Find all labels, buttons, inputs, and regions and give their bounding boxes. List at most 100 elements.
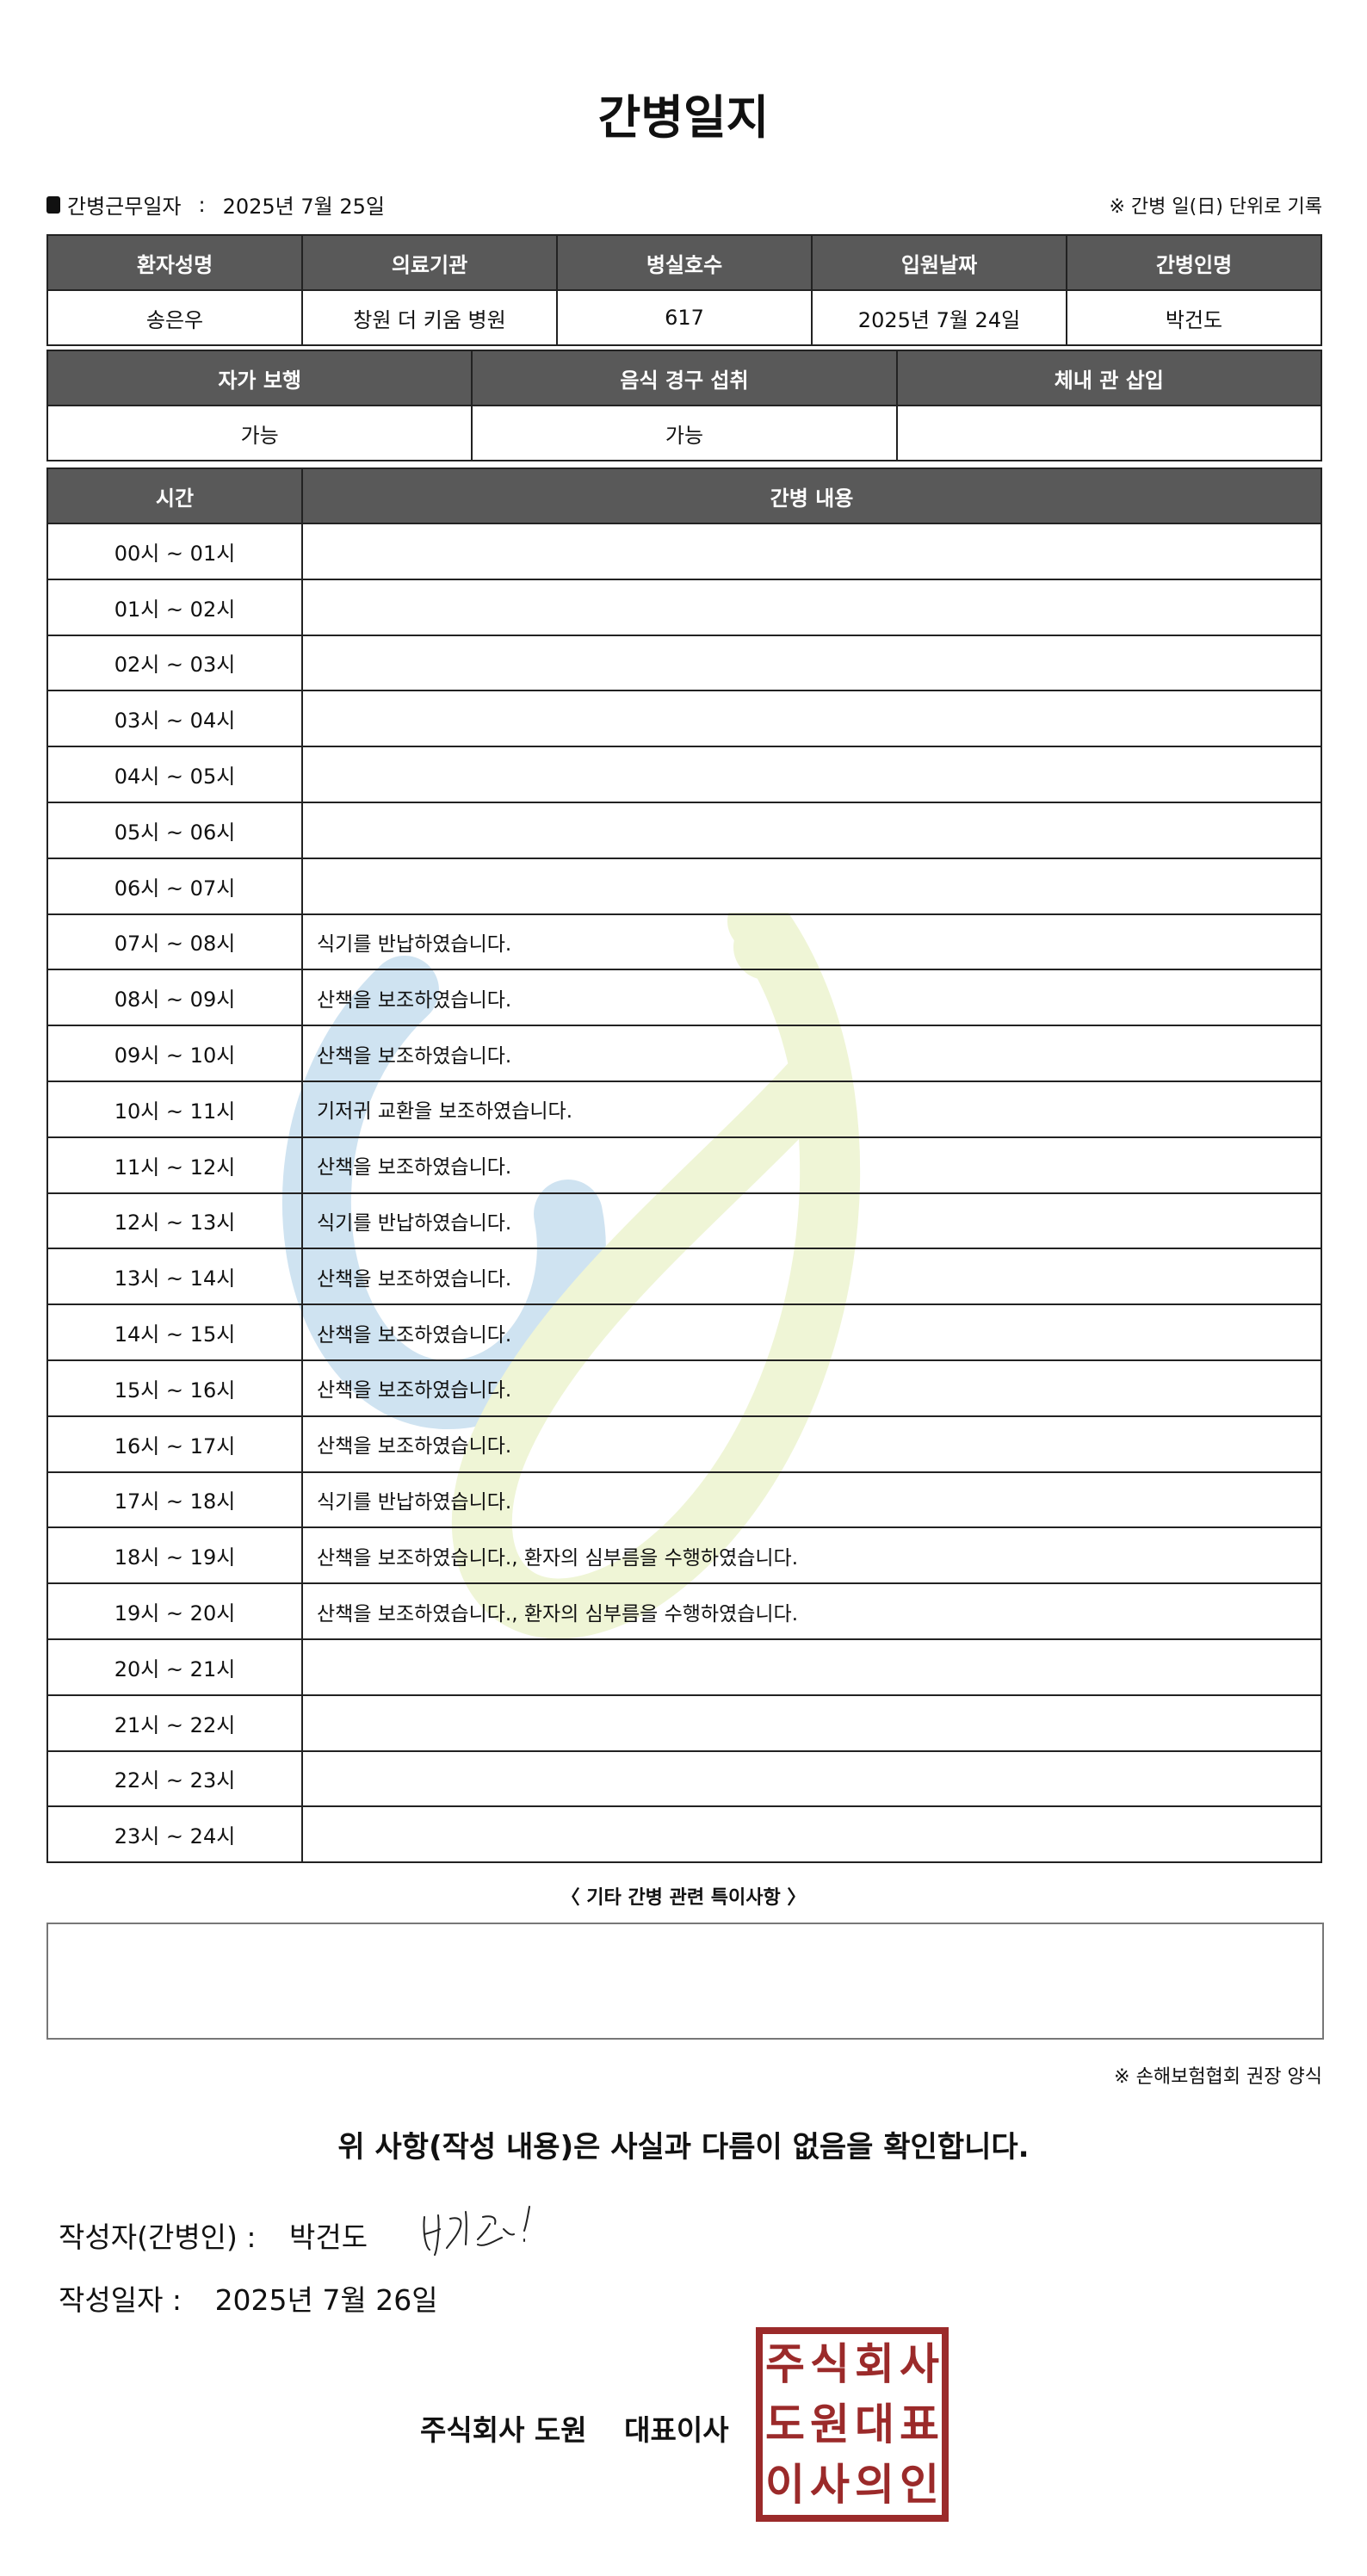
content-cell	[301, 690, 1322, 748]
table-row: 05시 ~ 06시	[46, 801, 1322, 859]
association-note: ※ 손해보험협회 권장 양식	[1114, 2066, 1322, 2088]
stamp-character: 식	[810, 2339, 850, 2389]
time-cell: 10시 ~ 11시	[46, 1080, 303, 1138]
written-date-value: 2025년 7월 26일	[214, 2283, 438, 2317]
notes-box	[46, 1923, 1324, 2040]
content-cell: 산책을 보조하였습니다.	[301, 1136, 1322, 1194]
time-cell: 01시 ~ 02시	[46, 578, 303, 636]
content-cell: 식기를 반납하였습니다.	[301, 1471, 1322, 1529]
table-row: 20시 ~ 21시	[46, 1638, 1322, 1696]
bullet-icon	[46, 195, 60, 214]
content-cell	[301, 1694, 1322, 1752]
time-cell: 09시 ~ 10시	[46, 1025, 303, 1082]
table-row: 18시 ~ 19시 산책을 보조하였습니다., 환자의 심부름을 수행하였습니다.	[46, 1526, 1322, 1585]
content-cell: 산책을 보조하였습니다.	[301, 969, 1322, 1027]
time-cell: 20시 ~ 21시	[46, 1638, 303, 1696]
time-cell: 04시 ~ 05시	[46, 746, 303, 803]
company-name: 주식회사 도원	[420, 2413, 587, 2447]
content-cell: 산책을 보조하였습니다., 환자의 심부름을 수행하였습니다.	[301, 1526, 1322, 1585]
work-date-separator: :	[198, 192, 206, 217]
time-cell: 02시 ~ 03시	[46, 634, 303, 692]
content-cell: 산책을 보조하였습니다.	[301, 1025, 1322, 1082]
stamp-character: 도	[765, 2400, 805, 2449]
admission-date: 2025년 7월 24일	[811, 289, 1067, 346]
time-cell: 13시 ~ 14시	[46, 1248, 303, 1306]
stamp-character: 표	[900, 2400, 939, 2449]
caregiver-name: 박건도	[1066, 289, 1322, 346]
page-title: 간병일지	[597, 90, 770, 145]
work-date: 간병근무일자 : 2025년 7월 25일	[46, 189, 385, 220]
work-date-value: 2025년 7월 25일	[222, 195, 385, 219]
time-cell: 03시 ~ 04시	[46, 690, 303, 748]
table-row: 21시 ~ 22시	[46, 1694, 1322, 1752]
stamp-character: 인	[900, 2460, 939, 2510]
walking-status: 가능	[46, 405, 473, 461]
header-admission-date: 입원날짜	[811, 234, 1067, 291]
header-patient-name: 환자성명	[46, 234, 303, 291]
table-row: 15시 ~ 16시 산책을 보조하였습니다.	[46, 1359, 1322, 1417]
content-cell: 산책을 보조하였습니다.	[301, 1359, 1322, 1417]
content-cell	[301, 1805, 1322, 1864]
stamp-character: 사	[900, 2339, 939, 2389]
signature-image	[423, 2206, 530, 2256]
content-cell	[301, 746, 1322, 803]
table-row: 01시 ~ 02시	[46, 578, 1322, 636]
header-oral-intake: 음식 경구 섭취	[471, 350, 898, 406]
oral-intake-status: 가능	[471, 405, 898, 461]
content-cell: 식기를 반납하였습니다.	[301, 1192, 1322, 1250]
table-row: 19시 ~ 20시 산책을 보조하였습니다., 환자의 심부름을 수행하였습니다.	[46, 1582, 1322, 1640]
table-row: 07시 ~ 08시 식기를 반납하였습니다.	[46, 913, 1322, 971]
care-log-table: 시간 간병 내용 00시 ~ 01시 01시 ~ 02시 02시 ~ 03시 03시 …	[46, 468, 1322, 1864]
content-cell	[301, 578, 1322, 636]
time-cell: 05시 ~ 06시	[46, 801, 303, 859]
time-cell: 14시 ~ 15시	[46, 1303, 303, 1361]
content-cell	[301, 523, 1322, 580]
time-cell: 07시 ~ 08시	[46, 913, 303, 971]
time-cell: 00시 ~ 01시	[46, 523, 303, 580]
table-row: 11시 ~ 12시 산책을 보조하였습니다.	[46, 1136, 1322, 1194]
time-cell: 15시 ~ 16시	[46, 1359, 303, 1417]
header-time: 시간	[46, 468, 303, 524]
stamp-character: 대	[855, 2400, 894, 2449]
confirmation-statement: 위 사항(작성 내용)은 사실과 다름이 없음을 확인합니다.	[337, 2130, 1030, 2164]
stamp-character: 주	[765, 2339, 805, 2389]
header-content: 간병 내용	[301, 468, 1322, 524]
time-cell: 17시 ~ 18시	[46, 1471, 303, 1529]
header-walking: 자가 보행	[46, 350, 473, 406]
table-row: 16시 ~ 17시 산책을 보조하였습니다.	[46, 1415, 1322, 1473]
table-row: 06시 ~ 07시	[46, 857, 1322, 915]
stamp-character: 사	[810, 2460, 850, 2510]
work-date-label: 간병근무일자	[67, 195, 182, 219]
patient-name: 송은우	[46, 289, 303, 346]
table-row: 17시 ~ 18시 식기를 반납하였습니다.	[46, 1471, 1322, 1529]
header-tube: 체내 관 삽입	[895, 350, 1323, 406]
content-cell: 식기를 반납하였습니다.	[301, 913, 1322, 971]
table-row: 13시 ~ 14시 산책을 보조하였습니다.	[46, 1248, 1322, 1306]
writer-label: 작성자(간병인) :	[59, 2220, 257, 2254]
institution: 창원 더 키움 병원	[301, 289, 558, 346]
time-cell: 12시 ~ 13시	[46, 1192, 303, 1250]
stamp-character: 원	[810, 2400, 850, 2449]
time-cell: 21시 ~ 22시	[46, 1694, 303, 1752]
content-cell: 산책을 보조하였습니다.	[301, 1248, 1322, 1306]
header-room: 병실호수	[556, 234, 813, 291]
room-number: 617	[556, 289, 813, 346]
content-cell	[301, 634, 1322, 692]
writer: 작성자(간병인) : 박건도	[59, 2214, 392, 2256]
tube-status	[895, 405, 1323, 461]
time-cell: 18시 ~ 19시	[46, 1526, 303, 1585]
header-caregiver: 간병인명	[1066, 234, 1322, 291]
table-row: 12시 ~ 13시 식기를 반납하였습니다.	[46, 1192, 1322, 1250]
stamp-character: 이	[765, 2460, 805, 2510]
table-row: 10시 ~ 11시 기저귀 교환을 보조하였습니다.	[46, 1080, 1322, 1138]
table-row: 04시 ~ 05시	[46, 746, 1322, 803]
unit-note: ※ 간병 일(日) 단위로 기록	[1109, 196, 1323, 218]
content-cell	[301, 1638, 1322, 1696]
time-cell: 16시 ~ 17시	[46, 1415, 303, 1473]
content-cell: 산책을 보조하였습니다.	[301, 1303, 1322, 1361]
content-cell	[301, 801, 1322, 859]
time-cell: 22시 ~ 23시	[46, 1749, 303, 1808]
written-date: 작성일자 : 2025년 7월 26일	[59, 2277, 462, 2319]
content-cell: 산책을 보조하였습니다., 환자의 심부름을 수행하였습니다.	[301, 1582, 1322, 1640]
